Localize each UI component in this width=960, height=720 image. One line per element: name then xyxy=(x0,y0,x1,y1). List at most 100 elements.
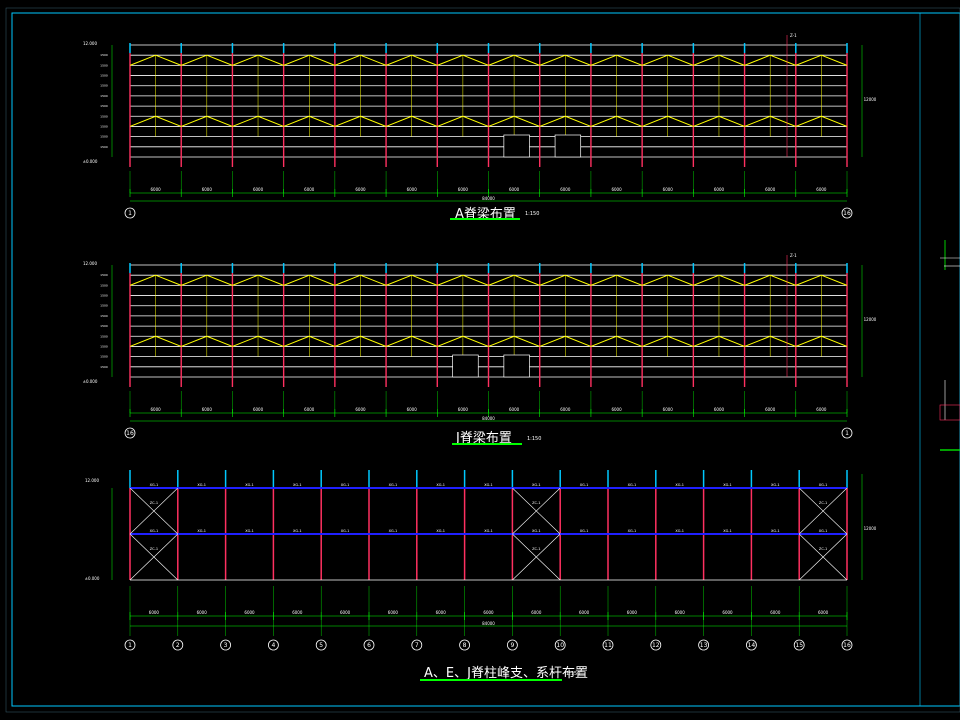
drawing-outer-border xyxy=(5,7,960,713)
axis-bubble xyxy=(602,639,614,651)
rod-label: XG-1 xyxy=(389,483,398,487)
sag-rod xyxy=(616,115,643,127)
axis-label: 7 xyxy=(415,642,419,649)
elevation-bracing-title: A、E、J脊柱峰支、系杆布置 xyxy=(424,666,588,681)
span-dim-label: 6000 xyxy=(304,187,315,192)
span-dim-label: 6000 xyxy=(579,610,590,615)
sag-rod xyxy=(769,54,796,66)
purlin-spacing-label: 1500 xyxy=(100,94,108,98)
sag-rod xyxy=(309,115,336,127)
side-detail-fragment xyxy=(939,240,960,451)
sag-rod xyxy=(334,115,361,127)
rod-label: XG-1 xyxy=(245,529,254,533)
axis-bubble xyxy=(124,427,136,439)
sag-rod xyxy=(181,274,208,286)
span-dim-label: 6000 xyxy=(560,187,571,192)
cross-brace xyxy=(512,533,561,581)
rod-label: XG-1 xyxy=(532,529,541,533)
span-dim-label: 6000 xyxy=(340,610,351,615)
sag-rod xyxy=(565,274,592,286)
axis-label: 16 xyxy=(843,642,851,649)
elevation-a-scale: 1:150 xyxy=(525,211,540,217)
purlin-spacing-label: 1500 xyxy=(100,124,108,128)
brace-label: ZC-1 xyxy=(532,501,540,505)
purlin-spacing-label: 1500 xyxy=(100,365,108,369)
axis-label: 13 xyxy=(700,642,708,649)
axis-label: 15 xyxy=(795,642,803,649)
axis-label: 1 xyxy=(845,430,849,437)
sag-rod xyxy=(129,274,156,286)
sag-rod xyxy=(667,54,694,66)
purlin-spacing-label: 1500 xyxy=(100,114,108,118)
sag-rod xyxy=(257,54,284,66)
sag-rod xyxy=(513,54,540,66)
sag-rod xyxy=(385,335,412,347)
purlin-spacing-label: 1500 xyxy=(100,53,108,57)
sag-rod xyxy=(744,54,771,66)
span-dim-label: 6000 xyxy=(627,610,638,615)
sag-rod xyxy=(411,274,438,286)
sag-rod xyxy=(513,115,540,127)
brace-label: ZC-1 xyxy=(819,501,827,505)
axis-bubble xyxy=(793,639,805,651)
rod-label: XG-1 xyxy=(819,529,828,533)
sag-rod xyxy=(155,274,182,286)
axis-label: 8 xyxy=(463,642,467,649)
sag-rod xyxy=(334,335,361,347)
axis-bubble xyxy=(267,639,279,651)
sag-rod xyxy=(360,115,387,127)
sag-rod xyxy=(232,274,259,286)
purlin-spacing-label: 1500 xyxy=(100,283,108,287)
sag-rod xyxy=(718,54,745,66)
sag-rod xyxy=(590,54,617,66)
wall-opening xyxy=(554,134,582,158)
axis-label: 12 xyxy=(652,642,660,649)
span-dim-label: 6000 xyxy=(611,407,622,412)
sag-rod xyxy=(232,115,259,127)
purlin-spacing-label: 1500 xyxy=(100,324,108,328)
elev-top-label: 12.000 xyxy=(85,478,99,483)
sag-rod xyxy=(616,54,643,66)
sag-rod xyxy=(181,54,208,66)
axis-label: 4 xyxy=(271,642,275,649)
axis-bubble xyxy=(124,639,136,651)
span-dim-label: 6000 xyxy=(355,407,366,412)
rod-label: XG-1 xyxy=(771,529,780,533)
axis-bubble xyxy=(746,639,757,651)
sag-rod xyxy=(565,54,592,66)
rod-label: XG-1 xyxy=(723,529,732,533)
span-dim-label: 6000 xyxy=(509,187,520,192)
purlin-spacing-label: 1500 xyxy=(100,334,108,338)
span-dim-label: 6000 xyxy=(458,187,469,192)
total-dim-label: 84000 xyxy=(482,416,495,421)
sag-rod xyxy=(181,115,208,127)
sag-rod xyxy=(641,274,668,286)
axis-label: 10 xyxy=(556,642,564,649)
sag-rod xyxy=(283,274,310,286)
sag-rod xyxy=(257,335,284,347)
sag-rod xyxy=(232,335,259,347)
sag-rod xyxy=(539,54,566,66)
sag-rod xyxy=(385,54,412,66)
sag-rod xyxy=(283,54,310,66)
wall-opening xyxy=(503,354,530,378)
axis-bubble xyxy=(411,639,423,651)
sag-rod xyxy=(641,335,668,347)
sag-rod xyxy=(488,54,515,66)
elevation-bracing-title-underline xyxy=(420,679,562,681)
axis-label: 5 xyxy=(319,642,323,649)
sag-rod xyxy=(360,335,387,347)
sag-rod xyxy=(360,274,387,286)
span-dim-label: 6000 xyxy=(253,187,264,192)
sag-rod xyxy=(821,274,848,286)
elev-bottom-label: ±0.000 xyxy=(85,576,100,581)
axis-label: 3 xyxy=(224,642,228,649)
axis-label: 1 xyxy=(128,642,132,649)
sag-rod xyxy=(539,274,566,286)
axis-bubble xyxy=(315,639,327,651)
brace-label: ZC-1 xyxy=(150,547,158,551)
purlin-spacing-label: 1500 xyxy=(100,74,108,78)
span-dim-label: 6000 xyxy=(407,187,418,192)
rod-label: XG-1 xyxy=(580,529,589,533)
